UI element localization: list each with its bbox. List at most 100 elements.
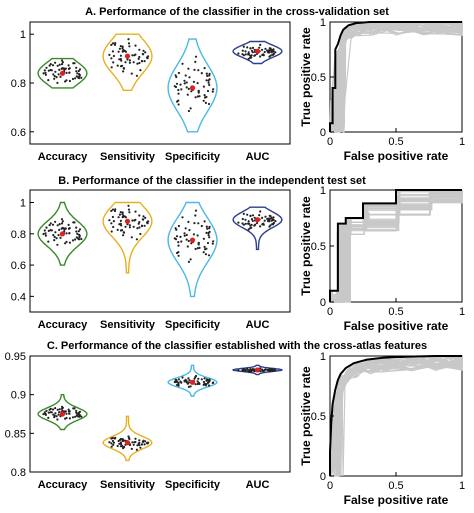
roc-grey-curve — [329, 355, 463, 477]
data-point — [47, 416, 50, 419]
data-point — [251, 368, 255, 371]
data-point — [188, 76, 191, 79]
data-point — [43, 229, 46, 232]
data-point — [78, 68, 82, 71]
data-point — [65, 412, 68, 415]
y-tick-label: 1 — [320, 185, 326, 197]
data-point — [134, 437, 137, 440]
violin-sensitivity — [102, 33, 153, 91]
data-point — [205, 225, 208, 228]
violin-accuracy — [37, 201, 88, 266]
data-point — [47, 79, 50, 82]
data-point — [200, 378, 203, 381]
data-point — [44, 73, 48, 76]
data-point — [119, 441, 122, 444]
data-point — [183, 232, 186, 235]
data-point — [78, 77, 81, 80]
category-label: Specificity — [165, 319, 221, 331]
data-point — [180, 240, 183, 243]
roc-main-curve — [329, 189, 462, 302]
x-axis-label: False positive rate — [344, 319, 449, 333]
data-point — [244, 53, 247, 56]
data-point — [74, 77, 77, 80]
data-point — [55, 76, 58, 79]
panel-b-title: B. Performance of the classifier in the … — [58, 175, 366, 187]
data-point — [259, 55, 262, 58]
data-point — [249, 368, 252, 371]
data-point — [58, 63, 61, 66]
data-point — [65, 240, 68, 243]
data-point — [119, 211, 122, 214]
data-point — [206, 74, 209, 77]
data-point — [42, 72, 45, 75]
data-point — [59, 75, 62, 78]
roc-main-curve — [329, 21, 462, 132]
mean-marker-specificity — [189, 85, 196, 91]
data-point — [197, 377, 200, 380]
data-point — [185, 380, 188, 383]
data-point — [110, 437, 113, 440]
data-point — [266, 49, 269, 52]
data-point — [60, 63, 64, 66]
data-point — [132, 61, 135, 64]
data-point — [250, 223, 253, 226]
data-point — [126, 58, 129, 61]
data-point — [134, 210, 137, 213]
data-point — [180, 88, 183, 91]
data-point — [44, 71, 47, 74]
data-point — [138, 61, 141, 65]
data-point — [207, 81, 210, 84]
y-tick-label: 1 — [320, 17, 326, 29]
data-point — [244, 50, 247, 53]
data-point — [119, 54, 122, 57]
data-point — [51, 64, 55, 67]
data-point — [187, 87, 190, 90]
plot-frame — [29, 189, 291, 313]
data-point — [58, 223, 61, 226]
violin-sensitivity — [102, 415, 153, 462]
data-point — [250, 369, 253, 372]
data-point — [131, 441, 134, 444]
data-point — [185, 81, 188, 84]
data-point — [54, 407, 57, 410]
data-point — [67, 64, 70, 67]
data-point — [249, 47, 252, 50]
data-point — [78, 415, 81, 418]
data-point — [258, 46, 261, 49]
data-point — [128, 224, 131, 227]
mean-marker-auc — [254, 367, 261, 373]
data-point — [179, 83, 182, 86]
data-point — [261, 223, 264, 226]
data-point — [138, 48, 141, 51]
data-point — [272, 216, 275, 219]
data-point — [123, 215, 127, 218]
data-point — [141, 440, 144, 443]
data-point — [111, 42, 115, 45]
data-point — [269, 215, 272, 218]
roc-grey-curve — [329, 22, 463, 133]
data-point — [138, 439, 141, 442]
data-point — [187, 260, 190, 263]
violin-accuracy — [37, 394, 88, 431]
data-point — [75, 236, 78, 239]
data-point — [205, 72, 208, 75]
data-point — [202, 99, 205, 102]
data-point — [177, 88, 180, 92]
data-point — [211, 242, 214, 245]
roc-panel-b: 0 0.5 1 0 0.5 1 False positive rate True positi… — [299, 185, 465, 333]
data-point — [128, 61, 131, 64]
data-point — [112, 443, 115, 446]
data-point — [194, 55, 198, 58]
data-point — [78, 410, 82, 413]
data-point — [52, 413, 55, 416]
data-point — [173, 237, 176, 240]
x-tick-label: 0 — [327, 480, 333, 492]
data-point — [110, 222, 113, 225]
data-point — [58, 411, 61, 414]
data-point — [244, 369, 247, 372]
data-point — [60, 405, 64, 408]
data-point — [198, 95, 201, 98]
data-point — [49, 229, 52, 232]
data-point — [127, 435, 130, 438]
